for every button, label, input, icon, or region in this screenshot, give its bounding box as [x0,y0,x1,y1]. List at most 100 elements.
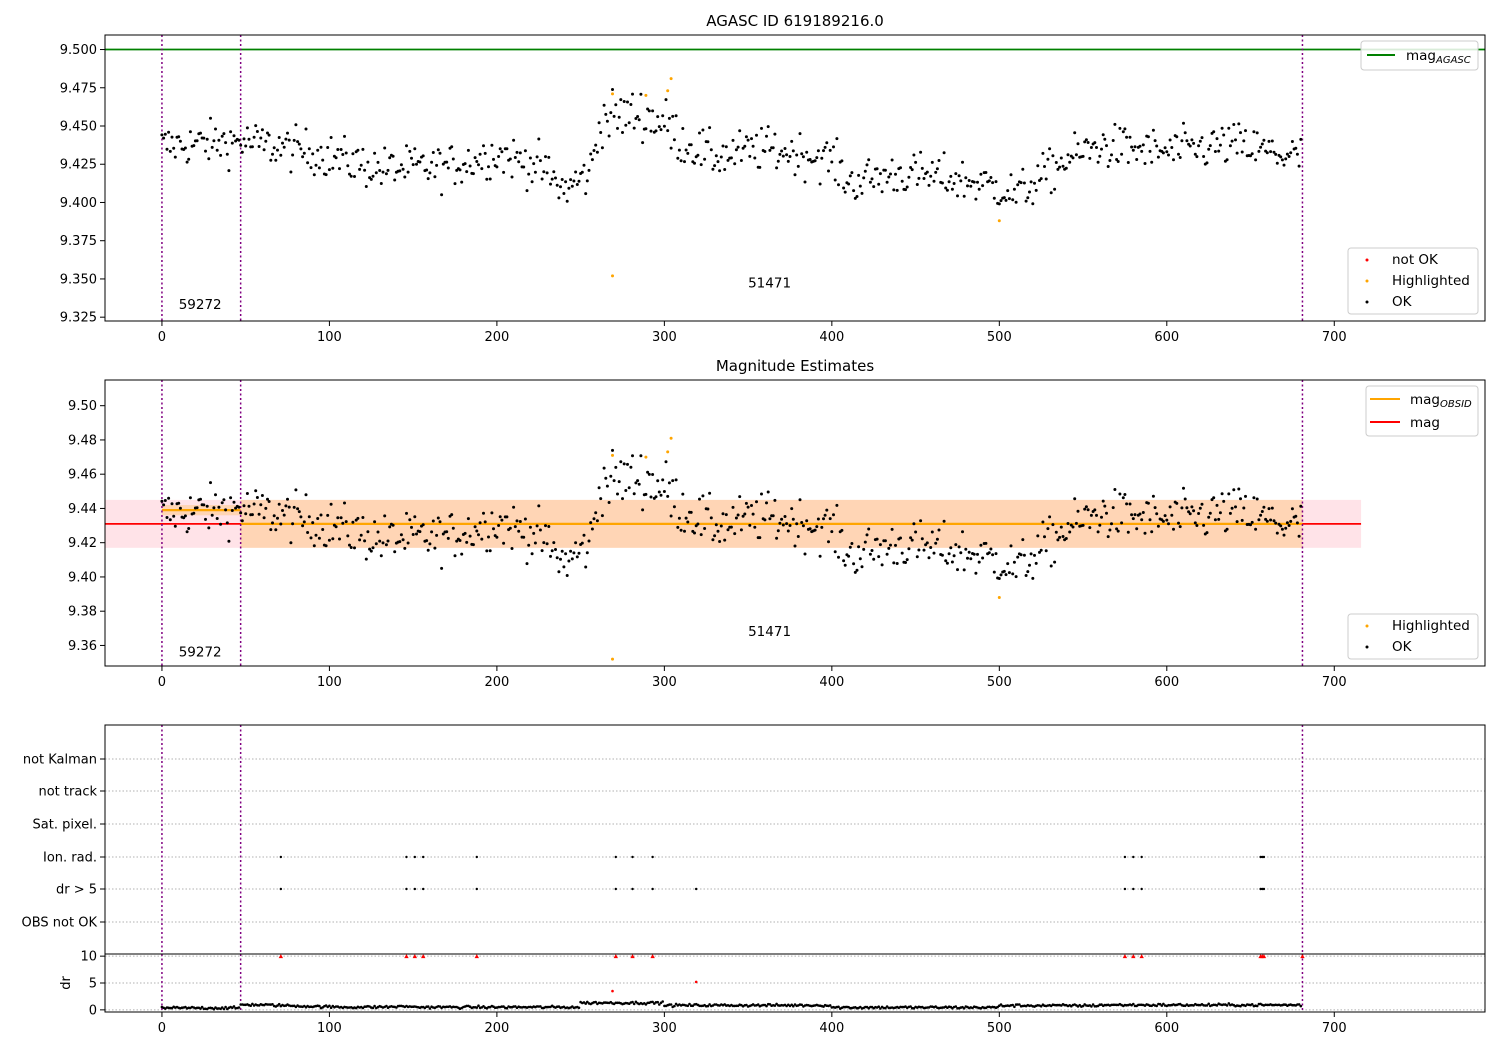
ok-point [689,510,693,514]
ok-point [552,170,556,174]
ok-point [755,500,758,504]
ok-point [1155,512,1159,516]
ok-point [743,144,747,148]
ok-point [731,138,735,142]
ok-point [852,189,856,193]
ok-point [544,155,547,159]
ok-point [617,480,621,484]
ok-point [629,103,633,106]
ok-point [723,168,727,171]
ok-point [210,513,214,517]
ok-point [1234,505,1237,509]
ok-point [746,505,750,509]
ok-point [1121,496,1125,500]
ok-point [1285,521,1289,525]
ok-point [225,521,229,525]
ok-point [348,172,351,176]
ok-point [1140,149,1144,153]
ok-point [659,128,663,132]
ok-point [455,539,459,543]
x-tick-label: 500 [987,675,1012,690]
dr-outlier-point [694,980,698,984]
ok-point [636,479,640,483]
ok-point [1140,518,1144,522]
dr5-point [631,887,634,891]
ok-point [672,138,676,142]
dr-point [212,1007,216,1011]
ok-point [969,184,973,188]
ok-point [304,127,308,131]
ok-point [599,131,603,134]
ok-point [495,535,499,539]
ok-point [885,180,889,184]
ok-point [726,158,730,162]
ok-point [1185,139,1189,143]
ok-point [858,557,862,561]
dr-point [877,1005,880,1008]
ok-point [1161,519,1165,523]
ok-point [714,154,718,158]
ok-point [654,495,658,499]
ok-point [683,529,686,533]
ok-point [771,146,775,150]
panel2-y-axis: 9.36 9.38 9.40 9.42 9.44 9.46 9.48 9.50 [68,399,105,654]
ok-point [910,538,914,542]
ok-point [1051,154,1055,158]
ok-point [611,448,614,452]
ok-point [892,561,896,565]
ok-point [364,185,368,188]
y-tick-label: 9.40 [68,570,97,585]
ok-point [1202,155,1206,158]
ok-point [1066,522,1070,525]
ok-point [435,533,439,537]
ok-point [641,141,645,145]
ok-point [438,520,442,524]
dr-point [1013,1005,1016,1009]
ok-point [348,543,351,547]
ok-point [671,114,675,118]
ok-point [1280,158,1284,162]
dr-point [1155,1004,1158,1008]
ok-point [1068,530,1072,534]
dr-point [232,1005,236,1008]
ok-point [952,554,956,558]
panel1-legend-top: magAGASC [1360,40,1479,71]
ok-point [428,542,432,546]
ok-point [959,551,963,555]
dr-point [706,1004,710,1008]
ok-point [1237,487,1241,491]
ok-point [592,149,596,152]
dr-point [1225,1004,1229,1007]
ok-point [1049,564,1053,568]
ok-point [1213,518,1217,522]
ok-point [716,160,720,164]
ok-point [1235,520,1239,524]
ok-point [818,182,822,186]
ok-point [247,504,251,508]
ok-point [222,132,226,136]
ok-point [1084,138,1088,142]
ok-point [338,167,341,171]
ok-point [317,166,321,170]
ok-point [1244,494,1247,498]
ok-point [992,570,996,574]
ok-point [540,549,544,553]
ion-rad-point [1140,855,1143,859]
ok-point [1282,163,1286,167]
ok-point [430,160,434,164]
ok-point [245,492,249,495]
panel4-y-axis: 0 5 10 [80,950,105,1018]
highlighted-point [666,450,670,454]
dr-point [1081,1004,1085,1008]
ok-point [1138,512,1142,516]
ok-point [252,502,256,506]
ok-point [172,514,176,518]
ok-point [748,523,752,527]
ok-point [498,515,502,519]
ok-point [207,526,211,530]
ok-point [366,160,370,164]
ok-point [1014,200,1018,204]
dr-point [251,1002,254,1006]
ok-point [661,114,665,118]
legend-highlighted: Highlighted [1392,273,1470,289]
